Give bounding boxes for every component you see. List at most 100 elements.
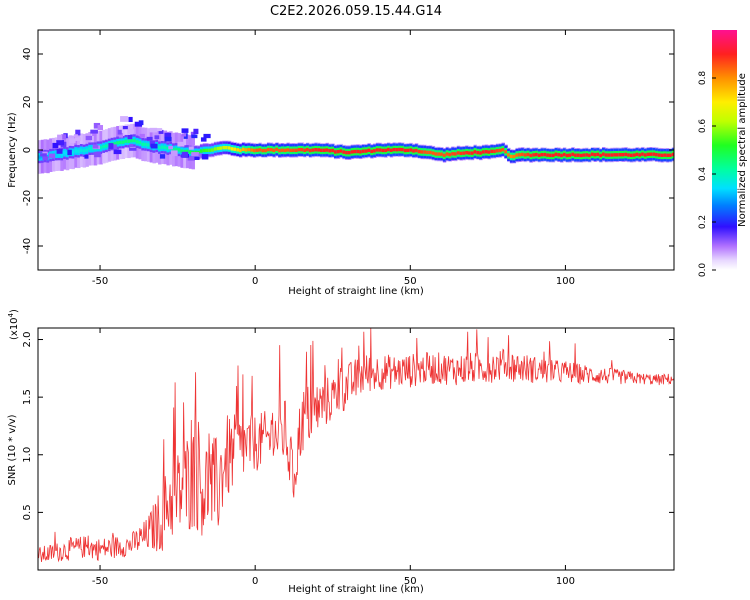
spectrogram-core-cell — [412, 149, 416, 153]
spectrogram-core-cell — [272, 148, 276, 153]
spectrogram-core-cell — [144, 142, 148, 147]
spectrogram-x-tick-label: -50 — [92, 276, 108, 287]
spectrogram-core-cell — [356, 149, 360, 154]
spectrogram-core-cell — [537, 153, 542, 157]
spectrogram-core-cell — [588, 153, 592, 158]
spectrogram-noise-cell — [181, 151, 188, 157]
spectrogram-noise-cell — [150, 143, 158, 149]
spectrogram-core-cell — [548, 153, 553, 158]
spectrogram-noise-cell — [200, 137, 207, 142]
spectrogram-image — [38, 116, 674, 174]
spectrogram-core-cell — [618, 153, 623, 157]
spectrogram-noise-cell — [193, 128, 199, 135]
spectrogram-core-cell — [476, 150, 480, 155]
spectrogram-core-cell — [400, 147, 405, 152]
spectrogram-core-cell — [406, 148, 410, 153]
snr-y-multiplier: (x104) — [7, 309, 20, 340]
snr-y-multiplier-exp: 4 — [7, 312, 15, 317]
spectrogram-core-cell — [440, 152, 444, 156]
spectrogram-noise-cell — [122, 125, 128, 130]
spectrogram-core-cell — [314, 148, 318, 152]
spectrogram-core-cell — [317, 148, 321, 152]
spectrogram-noise-cell — [139, 133, 145, 138]
spectrogram-core-cell — [222, 145, 226, 150]
spectrogram-core-cell — [278, 148, 282, 153]
spectrogram-core-cell — [60, 152, 64, 156]
spectrogram-core-cell — [311, 148, 316, 152]
spectrogram-core-cell — [378, 148, 383, 152]
snr-x-tick-label: 0 — [252, 576, 258, 587]
spectrogram-y-label: Frequency (Hz) — [7, 112, 18, 188]
spectrogram-core-cell — [286, 148, 290, 152]
spectrogram-noise-cell — [138, 120, 144, 126]
spectrogram-core-cell — [250, 148, 254, 152]
spectrogram-core-cell — [613, 153, 617, 157]
spectrogram-core-cell — [289, 148, 293, 153]
spectrogram-core-cell — [543, 152, 547, 157]
spectrogram-core-cell — [336, 149, 341, 154]
spectrogram-core-cell — [127, 139, 131, 143]
spectrogram-core-cell — [660, 153, 665, 158]
spectrogram-core-cell — [219, 146, 223, 150]
spectrogram-core-cell — [180, 149, 184, 153]
spectrogram-noise-cell — [164, 136, 172, 142]
spectrogram-core-cell — [79, 148, 84, 152]
spectrogram-core-cell — [649, 152, 653, 156]
spectrogram-core-cell — [172, 147, 176, 152]
spectrogram-core-cell — [342, 150, 346, 154]
spectrogram-core-cell — [610, 153, 614, 157]
spectrogram-core-cell — [199, 149, 204, 153]
spectrogram-core-cell — [322, 148, 327, 152]
spectrogram-core-cell — [185, 149, 190, 154]
spectrogram-core-cell — [593, 153, 598, 157]
spectrogram-noise-cell — [40, 153, 47, 157]
spectrogram-core-cell — [554, 152, 558, 156]
spectrogram-core-cell — [239, 148, 243, 153]
spectrogram-noise-cell — [84, 154, 89, 159]
spectrogram-core-cell — [160, 145, 165, 149]
spectrogram-core-cell — [663, 153, 667, 157]
spectrogram-core-cell — [501, 148, 505, 152]
spectrogram-core-cell — [138, 140, 142, 145]
spectrogram-core-cell — [551, 153, 556, 158]
snr-y-label: SNR (10 * v/v) — [7, 414, 18, 485]
spectrogram-core-cell — [526, 152, 531, 157]
spectrogram-x-tick-label: 0 — [252, 276, 258, 287]
spectrogram-core-cell — [627, 153, 631, 157]
spectrogram-core-cell — [275, 147, 279, 152]
spectrogram-core-cell — [353, 149, 357, 154]
spectrogram-core-cell — [495, 149, 500, 153]
spectrogram-core-cell — [590, 152, 595, 156]
spectrogram-core-cell — [308, 148, 313, 153]
spectrogram-core-cell — [671, 152, 674, 157]
spectrogram-core-cell — [124, 139, 128, 143]
spectrogram-core-cell — [266, 147, 271, 152]
spectrogram-noise-cell — [201, 154, 209, 160]
snr-y-tick-label: 1.0 — [22, 447, 33, 463]
spectrogram-core-cell — [448, 152, 452, 157]
spectrogram-core-cell — [158, 145, 162, 150]
spectrogram-core-cell — [163, 145, 168, 150]
spectrogram-noise-cell — [56, 140, 65, 146]
spectrogram-noise-cell — [146, 136, 153, 141]
spectrogram-core-cell — [306, 147, 310, 152]
spectrogram-noise-cell — [170, 150, 178, 157]
spectrogram-noise-cell — [194, 156, 200, 161]
spectrogram-noise-cell — [75, 137, 81, 141]
spectrogram-x-tick-label: 50 — [404, 276, 417, 287]
spectrogram-core-cell — [604, 153, 609, 157]
colorbar-tick-label: 0.6 — [698, 119, 708, 134]
spectrogram-core-cell — [375, 148, 380, 152]
spectrogram-core-cell — [487, 150, 491, 154]
spectrogram-core-cell — [512, 154, 517, 159]
spectrogram-core-cell — [428, 150, 433, 155]
spectrogram-noise-cell — [42, 151, 48, 155]
spectrogram-core-cell — [241, 147, 246, 152]
spectrogram-core-cell — [574, 153, 578, 157]
spectrogram-noise-cell — [187, 156, 195, 161]
spectrogram-noise-cell — [164, 132, 172, 139]
spectrogram-core-cell — [54, 152, 59, 156]
spectrogram-core-cell — [467, 151, 472, 155]
spectrogram-core-cell — [320, 148, 324, 152]
spectrogram-core-cell — [635, 152, 639, 157]
